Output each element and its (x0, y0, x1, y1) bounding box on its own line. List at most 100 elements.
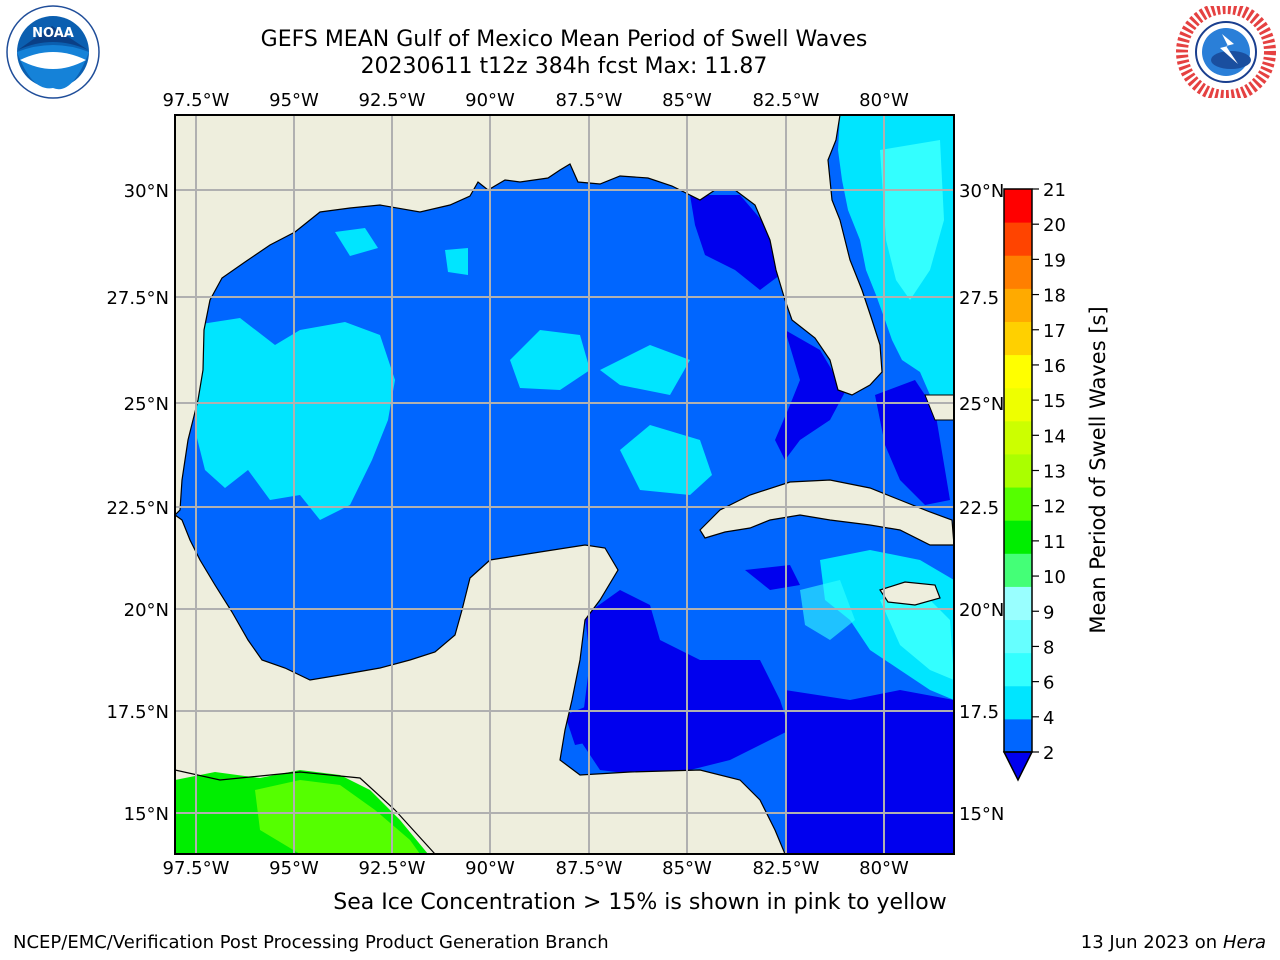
land-jamaica (879, 581, 941, 606)
colorbar-tick-label: 15 (1043, 391, 1066, 412)
colorbar-swatch (1004, 718, 1032, 753)
lon-label-top: 82.5°W (753, 90, 820, 111)
lon-label-bottom: 85°W (662, 858, 712, 879)
map-plot-area (175, 115, 954, 854)
colorbar-tick-label: 6 (1043, 673, 1054, 694)
central-gulf-cyan (510, 330, 590, 390)
lat-label-left: 25°N (124, 394, 169, 415)
lat-label-left: 15°N (124, 804, 169, 825)
lat-label-left: 20°N (124, 600, 169, 621)
belize-low-period (565, 705, 600, 745)
chart-title: GEFS MEAN Gulf of Mexico Mean Period of … (260, 27, 868, 52)
colorbar-tick-label: 10 (1043, 567, 1066, 588)
colorbar-swatch (1004, 354, 1032, 389)
lon-label-bottom: 97.5°W (163, 858, 230, 879)
lon-label-top: 92.5°W (359, 90, 426, 111)
lon-label-bottom: 95°W (269, 858, 319, 879)
colorbar-tick-label: 8 (1043, 637, 1054, 658)
lon-label-bottom: 87.5°W (556, 858, 623, 879)
colorbar-tick-label: 2 (1043, 743, 1054, 764)
lon-label-top: 97.5°W (163, 90, 230, 111)
colorbar-tick-label: 16 (1043, 356, 1066, 377)
lon-label-bottom: 90°W (465, 858, 515, 879)
lat-label-right: 20°N (959, 600, 1004, 621)
colorbar-swatch (1004, 553, 1032, 587)
land-cuba (699, 479, 954, 546)
nws-logo (1176, 6, 1276, 98)
chart-subtitle: 20230611 t12z 384h fcst Max: 11.87 (360, 54, 768, 79)
lat-label-left: 22.5°N (106, 498, 169, 519)
colorbar-tick-label: 14 (1043, 426, 1066, 447)
lat-label-right: 17.5 (959, 702, 999, 723)
lat-label-right: 22.5 (959, 498, 999, 519)
colorbar-swatch (1004, 387, 1032, 422)
florida-keys-low-period (775, 330, 845, 460)
central-gulf-cyan-2 (600, 345, 690, 395)
colorbar-tick-label: 17 (1043, 321, 1066, 342)
sea-ice-note: Sea Ice Concentration > 15% is shown in … (333, 890, 947, 915)
eastern-gulf-cyan (620, 425, 712, 495)
lat-label-right: 25°N (959, 394, 1004, 415)
north-gulf-cyan-2 (445, 248, 468, 275)
caribbean-high (880, 590, 954, 680)
colorbar-swatch (1004, 189, 1032, 223)
colorbar-tick-label: 18 (1043, 286, 1066, 307)
host-name: Hera (1222, 932, 1266, 953)
colorbar-tick-label: 4 (1043, 708, 1054, 729)
lon-label-top: 80°W (859, 90, 909, 111)
lon-label-bottom: 92.5°W (359, 858, 426, 879)
lon-label-top: 85°W (662, 90, 712, 111)
lon-label-top: 95°W (269, 90, 319, 111)
graticule (175, 115, 954, 854)
colorbar-label: Mean Period of Swell Waves [s] (1086, 306, 1110, 634)
lat-label-right: 15°N (959, 804, 1004, 825)
colorbar-swatch (1004, 222, 1032, 256)
run-date-text: 13 Jun 2023 on (1080, 932, 1218, 953)
colorbar-tick-label: 9 (1043, 602, 1054, 623)
colorbar-swatch (1004, 586, 1032, 621)
lat-label-right: 30°N (959, 181, 1004, 202)
north-gulf-cyan (335, 228, 378, 256)
colorbar: 2 4 6 8 9 10 11 12 13 14 15 16 17 18 19 20 21 (1002, 180, 1066, 782)
colorbar-tick-label: 21 (1043, 180, 1066, 201)
colorbar-swatch (1004, 453, 1032, 488)
colorbar-swatch (1004, 255, 1032, 289)
colorbar-swatch (1004, 420, 1032, 455)
noaa-logo: NOAA (6, 5, 100, 99)
colorbar-tick-label: 12 (1043, 497, 1066, 518)
land-bahamas (924, 394, 954, 421)
colorbar-swatch (1004, 652, 1032, 687)
lat-label-left: 30°N (124, 181, 169, 202)
colorbar-swatch (1004, 487, 1032, 521)
caribbean-low-period (785, 690, 954, 854)
colorbar-swatch (1004, 321, 1032, 356)
lat-label-left: 17.5°N (106, 702, 169, 723)
pacific-coastline (175, 769, 436, 854)
colorbar-swatch (1004, 520, 1032, 554)
colorbar-swatch (1004, 685, 1032, 720)
colorbar-tick-label: 13 (1043, 462, 1066, 483)
map-frame (174, 114, 955, 855)
apalachee-low-period (690, 195, 780, 290)
lon-label-bottom: 80°W (859, 858, 909, 879)
pacific-lime-region (255, 780, 420, 854)
colorbar-swatch (1004, 288, 1032, 322)
land-mexico-central-america (175, 514, 786, 854)
colorbar-tick-label: 20 (1043, 215, 1066, 236)
run-date: 13 Jun 2023 on Hera (1081, 932, 1266, 953)
noaa-text: NOAA (32, 26, 74, 41)
lon-label-bottom: 82.5°W (753, 858, 820, 879)
lat-label-right: 27.5 (959, 288, 999, 309)
land-north-america (175, 115, 883, 516)
lon-label-top: 87.5°W (556, 90, 623, 111)
colorbar-swatch (1004, 619, 1032, 654)
yucatan-low-period (580, 590, 790, 775)
colorbar-underflow-arrow (1002, 751, 1034, 782)
colorbar-tick-label: 11 (1043, 532, 1066, 553)
atlantic-swell-peak (880, 140, 944, 300)
lon-label-top: 90°W (465, 90, 515, 111)
colorbar-tick-label: 19 (1043, 250, 1066, 271)
credit-line: NCEP/EMC/Verification Post Processing Pr… (13, 932, 609, 953)
lat-label-left: 27.5°N (106, 288, 169, 309)
